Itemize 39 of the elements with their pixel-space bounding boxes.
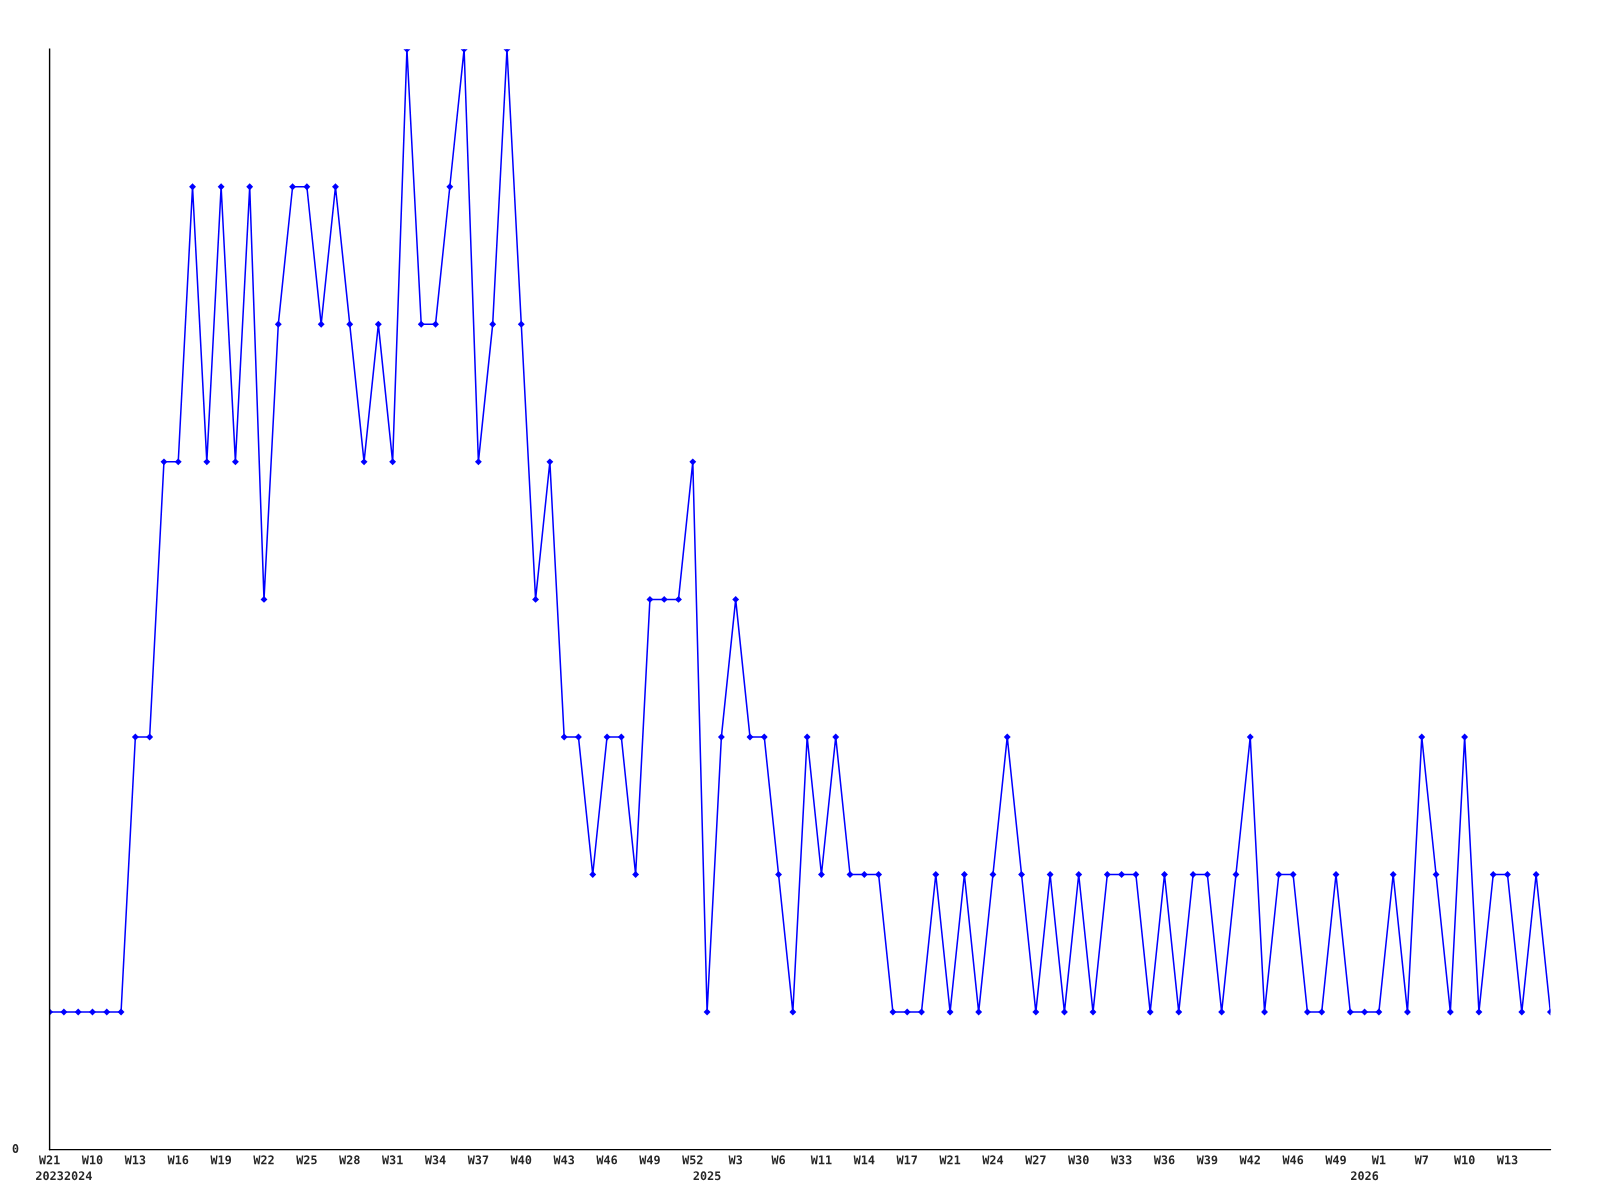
x-tick-label: W1 [1371, 1155, 1386, 1165]
x-tick-label: W36 [1153, 1155, 1175, 1165]
x-tick-label: W49 [1325, 1155, 1346, 1165]
x-tick-label: W19 [210, 1155, 232, 1165]
x-tick-label: W11 [810, 1155, 832, 1165]
x-tick-label: 2025 [693, 1171, 721, 1181]
x-tick-label: W46 [596, 1155, 618, 1165]
x-tick-label: W22 [253, 1155, 274, 1165]
x-tick-label: W3 [728, 1155, 743, 1165]
x-tick-label: W37 [467, 1155, 489, 1165]
x-tick-label: W49 [639, 1155, 660, 1165]
x-tick-label: W42 [1239, 1155, 1260, 1165]
x-tick-label: W10 [1453, 1155, 1475, 1165]
x-tick-label: W43 [553, 1155, 575, 1165]
x-tick-label: W16 [167, 1155, 189, 1165]
x-tick-label: W39 [1196, 1155, 1218, 1165]
x-tick-label: W33 [1110, 1155, 1132, 1165]
x-tick-label: W25 [296, 1155, 317, 1165]
x-tick-label: W14 [853, 1155, 875, 1165]
x-tick-label: W10 [81, 1155, 103, 1165]
x-tick-label: W6 [771, 1155, 786, 1165]
x-tick-label: 2026 [1351, 1171, 1379, 1181]
x-tick-label: W28 [339, 1155, 360, 1165]
x-tick-label: W40 [510, 1155, 532, 1165]
text: 0 [12, 1144, 19, 1154]
x-tick-label: W24 [982, 1155, 1004, 1165]
x-tick-label: W31 [381, 1155, 403, 1165]
x-tick-label: W21 2023 [36, 1155, 64, 1181]
x-tick-label: W27 [1025, 1155, 1046, 1165]
x-tick-label: W7 [1414, 1155, 1428, 1165]
x-tick-label: W17 [896, 1155, 917, 1165]
x-tick-label: W46 [1282, 1155, 1304, 1165]
x-tick-label: W52 [682, 1155, 703, 1165]
x-tick-label: W21 [939, 1155, 961, 1165]
x-tick-label: W13 [124, 1155, 146, 1165]
x-tick-label: W30 [1068, 1155, 1089, 1165]
x-tick-label: W13 [1496, 1155, 1518, 1165]
x-tick-label: W34 [424, 1155, 446, 1165]
x-tick-label: 2024 [64, 1171, 92, 1181]
